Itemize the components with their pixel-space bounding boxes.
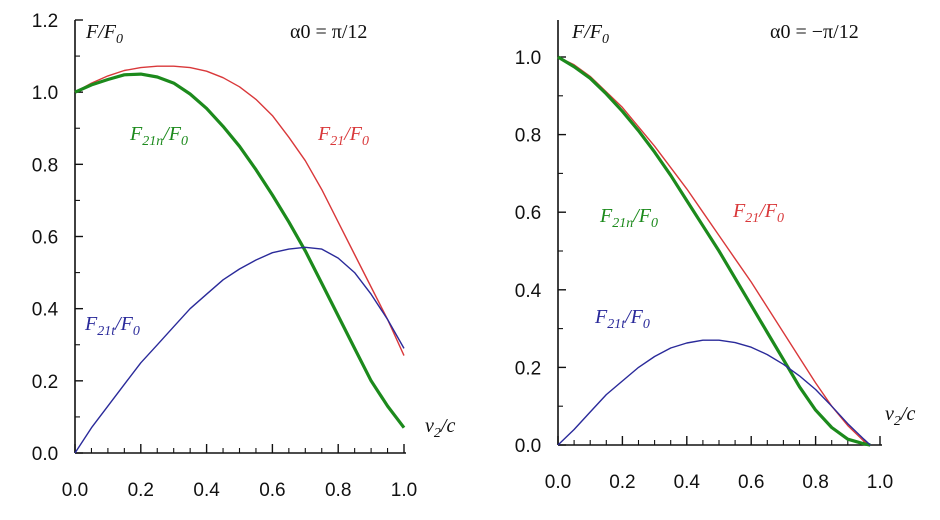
y-tick-label: 0.6 bbox=[515, 203, 541, 224]
y-tick-label: 0.4 bbox=[515, 281, 542, 302]
y-tick-label: 0.2 bbox=[32, 372, 58, 393]
chart-panel-1: 0.0 0.2 0.4 0.6 0.8 1.0 0.0 0.2 0.4 0.6 0.8 1.0 1.2 F… bbox=[32, 11, 456, 501]
y-tick-label: 0.6 bbox=[32, 228, 58, 249]
series-line-f21-f0 bbox=[74, 65, 405, 356]
series-line-f21-f0 bbox=[557, 56, 871, 446]
y-tick-label: 0.8 bbox=[32, 155, 58, 176]
alpha-annotation: α0 = π/12 bbox=[290, 21, 367, 43]
x-tick-label: 0.6 bbox=[738, 472, 764, 493]
series-line-f21t-f0 bbox=[74, 246, 405, 454]
alpha-annotation: α0 = −π/12 bbox=[770, 21, 859, 43]
y-tick-label: 0.0 bbox=[32, 444, 58, 465]
y-axis-label: F/F0​ bbox=[85, 21, 123, 47]
x-tick-label: 0.8 bbox=[802, 472, 828, 493]
y-axis-label: F/F0​ bbox=[571, 21, 609, 47]
y-tick-label: 0.0 bbox=[515, 436, 541, 457]
x-tick-label: 0.2 bbox=[609, 472, 635, 493]
x-axis-label: v2​/c bbox=[425, 415, 455, 441]
x-tick-label: 0.0 bbox=[62, 480, 88, 501]
series-label: F21t​/F0​ bbox=[594, 306, 650, 332]
series-label: F21n​/F0​ bbox=[129, 123, 188, 149]
x-axis-label: v2​/c bbox=[885, 403, 915, 429]
chart-panel-2: 0.0 0.2 0.4 0.6 0.8 1.0 0.0 0.2 0.4 0.6 0.8 1.0 F/F0… bbox=[515, 20, 915, 493]
x-tick-label: 0.4 bbox=[674, 472, 701, 493]
x-tick-label: 0.2 bbox=[128, 480, 154, 501]
series-label: F21​/F0​ bbox=[732, 200, 784, 226]
x-tick-label: 0.0 bbox=[545, 472, 571, 493]
y-tick-label: 0.8 bbox=[515, 126, 541, 147]
x-tick-label: 0.4 bbox=[193, 480, 220, 501]
series-line-f21n-f0 bbox=[74, 72, 406, 429]
series-label: F21t​/F0​ bbox=[84, 313, 140, 339]
y-tick-label: 1.0 bbox=[515, 48, 541, 69]
x-tick-label: 0.6 bbox=[259, 480, 285, 501]
series-line-f21n-f0 bbox=[557, 55, 871, 447]
x-tick-label: 1.0 bbox=[867, 472, 893, 493]
series-label: F21​/F0​ bbox=[317, 123, 369, 149]
y-tick-label: 0.2 bbox=[515, 358, 541, 379]
series-line-f21t-f0 bbox=[557, 339, 871, 446]
x-tick-label: 0.8 bbox=[325, 480, 351, 501]
x-tick-label: 1.0 bbox=[391, 480, 417, 501]
y-tick-label: 1.2 bbox=[32, 11, 58, 32]
y-tick-label: 1.0 bbox=[32, 83, 58, 104]
series-label: F21n​/F0​ bbox=[599, 205, 658, 231]
y-tick-label: 0.4 bbox=[32, 300, 59, 321]
